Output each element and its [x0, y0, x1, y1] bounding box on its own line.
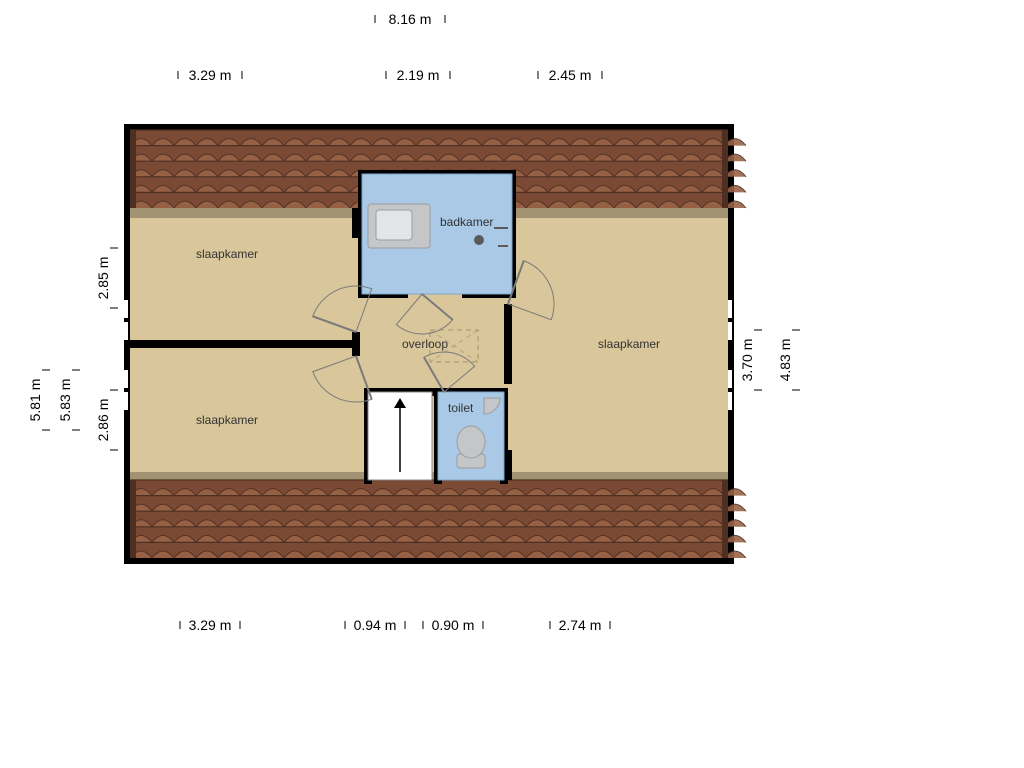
toilet-bowl — [457, 426, 485, 458]
room-label-slaap_tl: slaapkamer — [196, 247, 258, 261]
dim-bottom-seg-3: 2.74 m — [559, 617, 602, 633]
window-break — [124, 322, 128, 340]
sink-basin — [376, 210, 412, 240]
roof-strip — [130, 472, 746, 558]
dim-left-top: 2.85 m — [95, 257, 111, 300]
window-break — [124, 392, 128, 410]
dim-bottom-seg-1: 0.94 m — [354, 617, 397, 633]
room-label-slaap_r: slaapkamer — [598, 337, 660, 351]
dim-left-inner: 5.83 m — [57, 379, 73, 422]
dim-top-seg-2: 2.45 m — [549, 67, 592, 83]
window-break — [728, 322, 732, 340]
dim-left-bot: 2.86 m — [95, 399, 111, 442]
dim-top-seg-0: 3.29 m — [189, 67, 232, 83]
wall — [130, 340, 356, 348]
room-label-slaap_bl: slaapkamer — [196, 413, 258, 427]
dim-top-seg-1: 2.19 m — [397, 67, 440, 83]
dim-bottom-seg-0: 3.29 m — [189, 617, 232, 633]
room-label-bath: badkamer — [440, 215, 493, 229]
wall — [504, 304, 512, 384]
dim-left-outer: 5.81 m — [27, 379, 43, 422]
dim-right-outer: 4.83 m — [777, 339, 793, 382]
window-break — [124, 370, 128, 388]
window-break — [728, 392, 732, 410]
window-break — [728, 370, 732, 388]
dim-top-overall: 8.16 m — [389, 11, 432, 27]
dim-right-inner: 3.70 m — [739, 339, 755, 382]
room-label-overloop: overloop — [402, 337, 448, 351]
wall — [352, 332, 360, 356]
dim-bottom-seg-2: 0.90 m — [432, 617, 475, 633]
stairs — [368, 392, 432, 480]
window-break — [728, 300, 732, 318]
window-break — [124, 300, 128, 318]
shower-drain — [474, 235, 484, 245]
room-label-toilet: toilet — [448, 401, 474, 415]
